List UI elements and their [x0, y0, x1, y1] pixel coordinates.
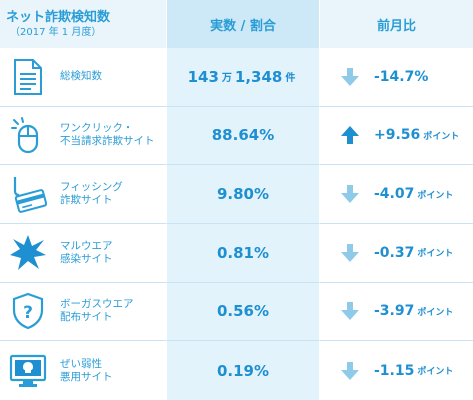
mouse-click-icon — [8, 115, 48, 155]
value-cell: 9.80% — [166, 165, 319, 224]
category-label: 総検知数 — [60, 70, 102, 83]
change-cell: -1.15 ポイント — [319, 341, 473, 400]
category-cell: 総検知数 — [0, 48, 166, 107]
value-cell: 143 万 1,348 件 — [166, 48, 319, 107]
value-cell: 88.64% — [166, 106, 319, 166]
category-label-line: マルウエア — [60, 239, 113, 252]
category-label: マルウエア 感染サイト — [60, 240, 113, 266]
category-label-line: フィッシング — [60, 181, 123, 194]
change-unit: ポイント — [417, 249, 454, 260]
value-number: 9.80% — [216, 185, 270, 204]
category-cell: ? ボーガスウエア 配布サイト — [0, 282, 166, 342]
change-cell: -14.7% — [319, 48, 473, 107]
category-cell: ワンクリック・ 不当請求詐欺サイト — [0, 106, 166, 166]
value-number: 0.19% — [216, 361, 270, 380]
up-arrow-icon — [340, 125, 360, 145]
bogus-shield-icon: ? — [8, 291, 48, 331]
category-label-line: ぜい弱性 — [60, 357, 102, 370]
change-unit: ポイント — [417, 190, 454, 201]
column-header-change: 前月比 — [319, 0, 473, 48]
category-label-line: 悪用サイト — [60, 370, 113, 383]
table-title-main: ネット詐欺検知数 — [6, 9, 111, 25]
value-cell: 0.56% — [166, 282, 319, 342]
category-label: ワンクリック・ 不当請求詐欺サイト — [60, 122, 155, 148]
value-number: 88.64% — [211, 126, 275, 145]
value-cell: 0.81% — [166, 223, 319, 283]
change-unit: ポイント — [417, 367, 454, 378]
value-unit: 万 — [221, 73, 232, 85]
category-label: ぜい弱性 悪用サイト — [60, 358, 113, 384]
down-arrow-icon — [340, 184, 360, 204]
change-unit: ポイント — [417, 307, 454, 318]
column-header-count: 実数 / 割合 — [166, 0, 319, 48]
phishing-card-icon — [8, 174, 48, 214]
value-number: 0.81% — [216, 243, 270, 262]
value-number: 0.56% — [216, 302, 270, 321]
change-value: -4.07 — [374, 186, 415, 203]
category-label-line: ワンクリック・ — [60, 122, 134, 135]
value-number-secondary: 1,348 — [234, 67, 283, 86]
category-label-line: ボーガスウエア — [60, 298, 134, 311]
category-label-line: 不当請求詐欺サイト — [60, 135, 155, 148]
value-number: 143 — [187, 67, 219, 86]
down-arrow-icon — [340, 243, 360, 263]
value-cell: 0.19% — [166, 341, 319, 400]
category-label-line: 総検知数 — [60, 70, 102, 83]
change-value: -14.7% — [374, 68, 429, 85]
change-unit: ポイント — [423, 131, 460, 142]
change-value: -3.97 — [374, 303, 415, 320]
category-cell: フィッシング 詐欺サイト — [0, 165, 166, 224]
change-cell: -3.97 ポイント — [319, 282, 473, 342]
vulnerable-monitor-icon — [8, 351, 48, 391]
value-unit-secondary: 件 — [285, 73, 296, 85]
down-arrow-icon — [340, 67, 360, 87]
category-label-line: 配布サイト — [60, 311, 113, 324]
down-arrow-icon — [340, 301, 360, 321]
change-value: +9.56 — [374, 127, 421, 144]
change-cell: -4.07 ポイント — [319, 165, 473, 224]
category-label-line: 詐欺サイト — [60, 194, 113, 207]
change-cell: -0.37 ポイント — [319, 223, 473, 283]
change-value: -1.15 — [374, 362, 415, 379]
category-label-line: 感染サイト — [60, 252, 113, 265]
malware-burst-icon — [8, 233, 48, 273]
category-cell: ぜい弱性 悪用サイト — [0, 341, 166, 400]
category-cell: マルウエア 感染サイト — [0, 223, 166, 283]
down-arrow-icon — [340, 361, 360, 381]
change-value: -0.37 — [374, 244, 415, 261]
svg-text:?: ? — [23, 303, 33, 323]
category-label: ボーガスウエア 配布サイト — [60, 298, 134, 324]
category-label: フィッシング 詐欺サイト — [60, 181, 123, 207]
document-icon — [8, 57, 48, 97]
table-title-period: （2017 年 1 月度） — [10, 26, 102, 38]
change-cell: +9.56 ポイント — [319, 106, 473, 166]
table-title: ネット詐欺検知数 （2017 年 1 月度） — [0, 0, 166, 48]
